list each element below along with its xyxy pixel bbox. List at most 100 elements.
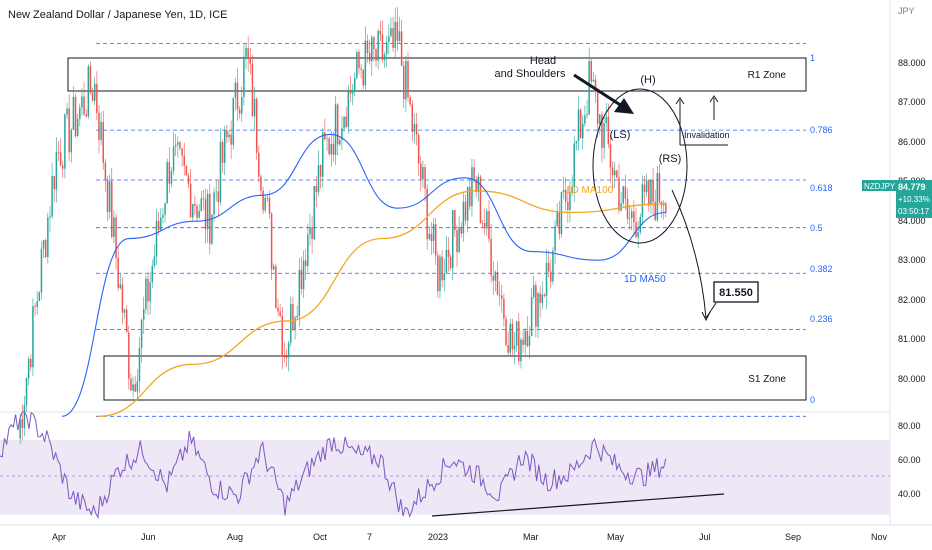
candle-body (125, 309, 128, 333)
candle-body (430, 233, 433, 241)
candle-body (247, 47, 249, 59)
candle-body (294, 317, 296, 331)
candle-body (366, 40, 369, 53)
candle-body (157, 220, 160, 230)
candle-body (27, 358, 30, 379)
candle-body (206, 193, 209, 230)
candle-body (532, 285, 535, 298)
candle-body (592, 79, 595, 82)
candle-body (132, 384, 134, 391)
candle-body (47, 217, 49, 257)
candle-body (98, 112, 100, 140)
candle-body (332, 143, 335, 155)
candle-body (96, 83, 98, 113)
symbol-badge-text: NZDJPY (864, 182, 896, 191)
candle-body (272, 266, 275, 270)
candle-body (420, 163, 422, 180)
candle-body (268, 197, 271, 214)
candle-body (23, 405, 26, 429)
candle-body (530, 297, 533, 336)
pointer-arrowhead (614, 98, 634, 114)
candle-body (326, 138, 328, 140)
candle-body (70, 129, 73, 153)
candle-body (564, 189, 567, 202)
candle-body (603, 123, 605, 148)
candle-body (398, 31, 401, 41)
candle-body (424, 167, 426, 189)
ma50-line (61, 133, 667, 417)
date-tick: Oct (313, 532, 328, 542)
candle-body (362, 69, 364, 86)
candle-body (174, 144, 177, 147)
candle-body (560, 192, 563, 235)
candle-body (100, 121, 102, 140)
candle-body (360, 68, 362, 70)
candle-body (121, 284, 124, 313)
candle-body (496, 272, 499, 295)
candle-body (234, 82, 237, 98)
candle-body (217, 191, 220, 203)
candle-body (407, 61, 409, 98)
candle-body (665, 203, 667, 213)
candle-body (79, 107, 81, 119)
candle-body (466, 186, 469, 221)
candle-body (40, 248, 43, 293)
candle-body (315, 185, 318, 193)
candle-body (364, 40, 367, 86)
candle-body (304, 260, 307, 267)
candle-body (108, 181, 111, 212)
candle-body (138, 347, 141, 382)
candle-body (356, 52, 358, 78)
candle-body (236, 82, 239, 110)
candle-body (554, 225, 556, 251)
candle-body (19, 418, 21, 439)
candle-body (87, 66, 90, 117)
candle-body (187, 175, 190, 184)
date-tick: Aug (227, 532, 243, 542)
candle-body (238, 109, 241, 114)
candle-body (643, 184, 646, 192)
candle-body (328, 138, 330, 155)
candle-body (445, 249, 448, 274)
candle-body (140, 319, 143, 348)
candle-body (590, 61, 593, 82)
candle-body (654, 202, 656, 221)
candle-body (55, 152, 58, 190)
fib-label-0786: 0.786 (810, 125, 833, 135)
candle-body (415, 124, 418, 135)
candle-body (202, 198, 205, 200)
candle-body (42, 239, 45, 249)
candle-body (353, 77, 356, 93)
candle-body (620, 203, 622, 211)
candle-body (373, 37, 375, 50)
candle-body (38, 292, 41, 302)
candle-body (392, 28, 394, 48)
candle-body (390, 28, 392, 37)
chart-title: New Zealand Dollar / Japanese Yen, 1D, I… (8, 9, 228, 21)
candle-body (339, 140, 341, 145)
candle-body (518, 321, 520, 362)
candle-body (639, 216, 642, 233)
candle-body (317, 165, 320, 193)
candle-body (556, 212, 558, 226)
candle-body (172, 146, 175, 171)
candle-body (34, 306, 36, 308)
candle-body (255, 98, 258, 153)
ma100-label: 1D MA100 (566, 185, 614, 196)
candle-body (596, 92, 599, 125)
candle-body (368, 52, 371, 62)
price-axis: 88.000 87.000 86.000 85.000 84.000 83.00… (898, 58, 926, 384)
candle-body (577, 109, 580, 141)
candle-body (160, 217, 162, 230)
candle-body (302, 260, 305, 290)
candle-body (501, 295, 503, 299)
candle-body (528, 335, 531, 347)
candle-body (270, 213, 273, 270)
candle-body (547, 262, 550, 272)
candle-body (151, 265, 154, 283)
candle-body (62, 165, 64, 169)
pattern-label-line2: and Shoulders (495, 68, 566, 80)
candle-body (383, 54, 386, 61)
target-box (713, 281, 759, 303)
candle-body (537, 293, 539, 327)
